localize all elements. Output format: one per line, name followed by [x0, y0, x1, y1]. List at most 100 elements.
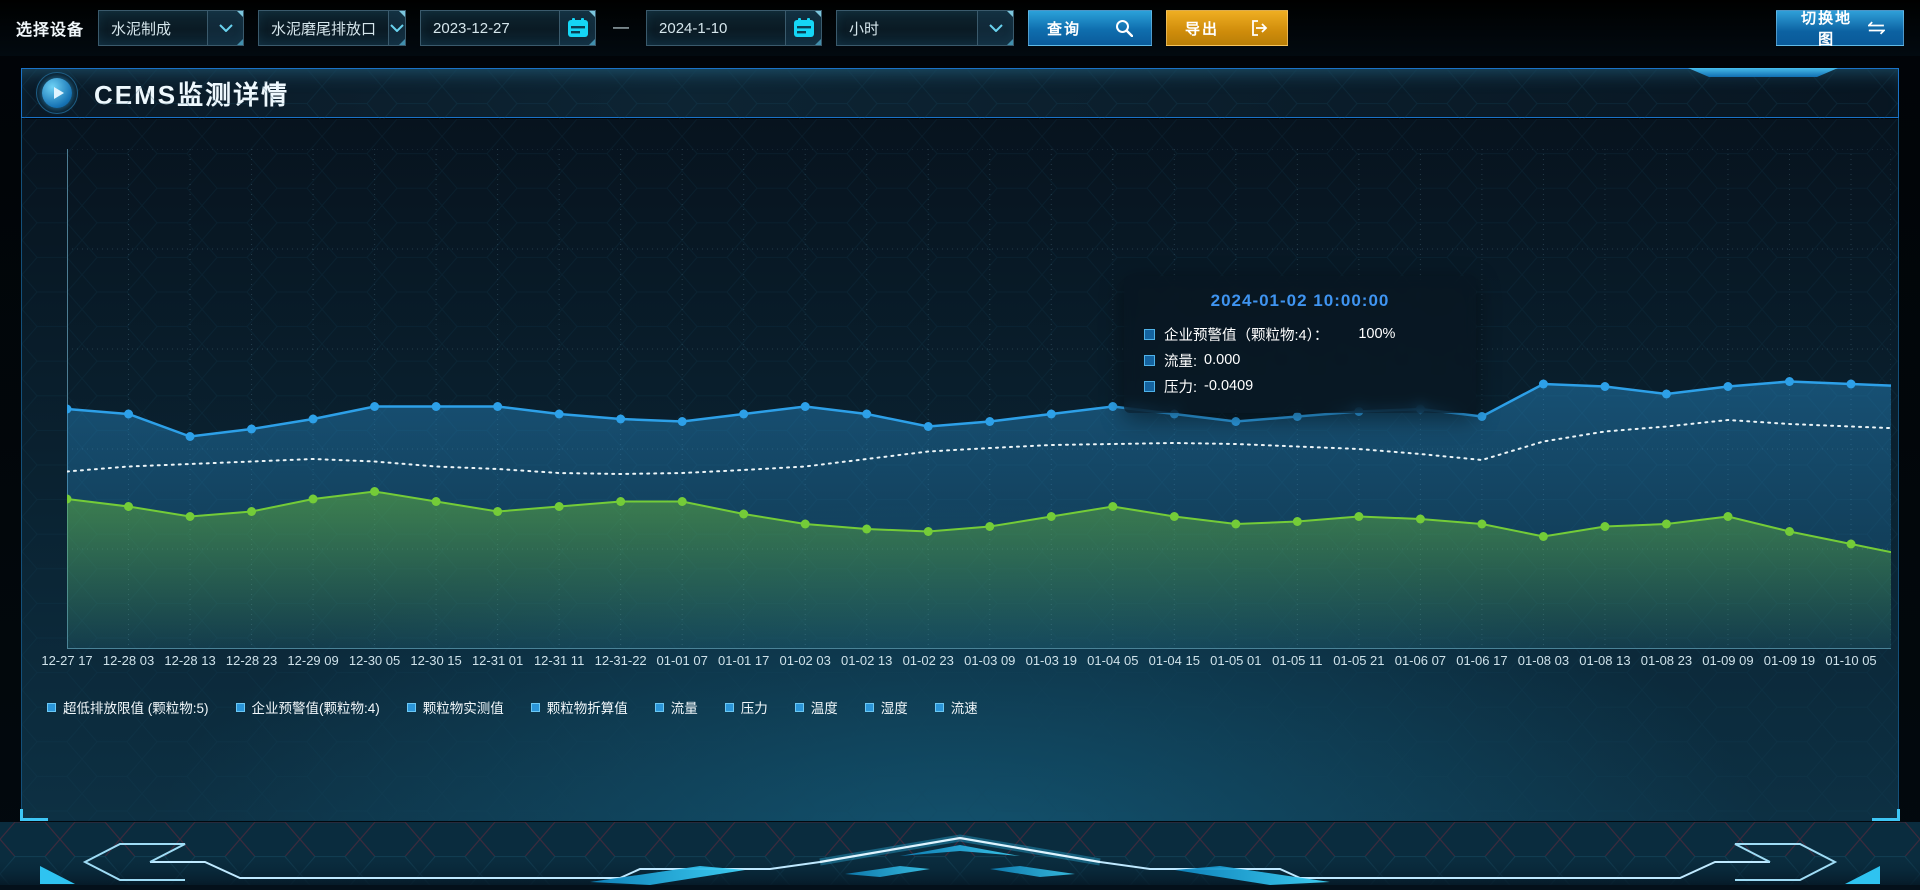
- x-axis-label: 12-28 23: [225, 653, 278, 668]
- x-axis-label: 12-29 09: [287, 653, 339, 668]
- chart-legend: 超低排放限值 (颗粒物:5) 企业预警值(颗粒物:4) 颗粒物实测值 颗粒物折算值 流量…: [47, 697, 978, 717]
- device-type-value: 水泥制成: [111, 20, 172, 38]
- device-select-label: 选择设备: [16, 22, 85, 39]
- header-notch-accent: [1688, 68, 1838, 77]
- tooltip-item: 压力: -0.0409: [1144, 373, 1456, 399]
- legend-item[interactable]: 温度: [794, 697, 838, 717]
- legend-item-label: 颗粒物折算值: [546, 701, 628, 716]
- legend-item[interactable]: 企业预警值(颗粒物:4): [235, 697, 380, 717]
- legend-item[interactable]: 流量: [654, 697, 698, 717]
- x-axis-label: 01-02 23: [902, 653, 954, 668]
- export-button-label: 导出: [1185, 20, 1220, 38]
- x-axis-label: 12-27 17: [41, 653, 93, 668]
- chart-panel-body: 12-27 17 12-28 03 12-28 13 12-28 23 12-29 09…: [22, 119, 1898, 821]
- panel-corner-left: [20, 809, 48, 821]
- interval-select[interactable]: 小时: [836, 10, 1015, 46]
- x-axis-label: 01-10 05: [1825, 653, 1877, 668]
- legend-marker-icon: [47, 702, 56, 712]
- chevron-down-icon[interactable]: [207, 11, 244, 45]
- chevron-down-icon[interactable]: [388, 11, 406, 45]
- x-axis-labels: 12-27 17 12-28 03 12-28 13 12-28 23 12-29 09…: [41, 653, 1891, 673]
- legend-item-label: 流量: [670, 701, 698, 716]
- legend-item-label: 湿度: [880, 701, 908, 716]
- legend-item-label: 流速: [950, 701, 978, 716]
- switch-map-button[interactable]: 切换地图: [1776, 10, 1904, 48]
- tooltip-item: 企业预警值（颗粒物:4）： 100%: [1144, 321, 1456, 347]
- device-type-select[interactable]: 水泥制成: [98, 10, 245, 46]
- legend-item[interactable]: 压力: [724, 697, 768, 717]
- export-button[interactable]: 导出: [1166, 10, 1289, 46]
- chevron-down-icon[interactable]: [977, 11, 1014, 45]
- x-axis-label: 01-05 21: [1333, 653, 1385, 668]
- x-axis-label: 01-04 15: [1148, 653, 1200, 668]
- x-axis-label: 12-30 05: [348, 653, 401, 668]
- series-marker-icon: [1144, 354, 1155, 366]
- tooltip-item-value: -0.0409: [1204, 378, 1254, 394]
- footer-decoration: [0, 822, 1920, 890]
- x-axis-label: 12-31 11: [533, 653, 585, 668]
- tooltip-item-label: 压力:: [1164, 379, 1198, 396]
- x-axis-label: 01-03 09: [964, 653, 1016, 668]
- series-marker-icon: [1144, 328, 1155, 340]
- legend-item-label: 超低排放限值 (颗粒物:5): [63, 701, 209, 716]
- panel-title: CEMS监测详情: [94, 79, 290, 110]
- date-range-separator: —: [613, 19, 630, 36]
- outlet-value: 水泥磨尾排放口: [271, 20, 377, 38]
- legend-item-label: 压力: [740, 701, 768, 716]
- panel-corner-right: [1872, 809, 1900, 821]
- legend-item[interactable]: 颗粒物实测值: [406, 697, 504, 717]
- calendar-icon[interactable]: [559, 11, 596, 45]
- switch-map-label: 切换地图: [1801, 10, 1853, 48]
- chart-tooltip: 2024-01-02 10:00:00 企业预警值（颗粒物:4）： 100% 流量:…: [1124, 276, 1476, 413]
- tooltip-item-label: 流量:: [1164, 353, 1198, 370]
- export-icon: [1252, 20, 1268, 36]
- x-axis-label: 01-06 17: [1456, 653, 1508, 668]
- x-axis-label: 01-06 07: [1394, 653, 1447, 668]
- end-date-picker[interactable]: 2024-1-10: [646, 10, 823, 46]
- x-axis-label: 12-28 03: [102, 653, 155, 668]
- start-date-value: 2023-12-27: [433, 19, 510, 37]
- x-axis-label: 01-08 23: [1640, 653, 1693, 668]
- start-date-picker[interactable]: 2023-12-27: [420, 10, 597, 46]
- x-axis-label: 12-31 01: [471, 653, 524, 668]
- series-marker-icon: [1144, 380, 1155, 392]
- legend-item[interactable]: 颗粒物折算值: [530, 697, 628, 717]
- cems-line-chart[interactable]: [62, 148, 1893, 649]
- play-icon[interactable]: [36, 72, 78, 114]
- legend-marker-icon: [794, 702, 804, 712]
- legend-item[interactable]: 流速: [934, 697, 978, 717]
- legend-item-label: 颗粒物实测值: [422, 701, 504, 716]
- legend-marker-icon: [724, 702, 734, 712]
- x-axis-label: 01-04 05: [1087, 653, 1139, 668]
- x-axis-label: 12-30 15: [410, 653, 462, 668]
- x-axis-label: 12-31-22: [594, 653, 647, 668]
- hex-pattern: [22, 69, 1898, 119]
- legend-item-label: 企业预警值(颗粒物:4): [251, 701, 380, 716]
- calendar-icon[interactable]: [785, 11, 822, 45]
- legend-marker-icon: [654, 702, 664, 712]
- x-axis-label: 01-08 13: [1579, 653, 1631, 668]
- legend-marker-icon: [934, 702, 944, 712]
- x-axis-label: 01-02 03: [779, 653, 831, 668]
- x-axis-label: 01-02 13: [841, 653, 893, 668]
- x-axis-label: 01-08 03: [1517, 653, 1570, 668]
- x-axis-label: 01-01 17: [718, 653, 770, 668]
- x-axis-label: 01-01 07: [656, 653, 708, 668]
- legend-marker-icon: [530, 702, 540, 712]
- x-axis-label: 01-09 09: [1702, 653, 1754, 668]
- tooltip-timestamp: 2024-01-02 10:00:00: [1210, 291, 1390, 310]
- legend-item[interactable]: 湿度: [864, 697, 908, 717]
- legend-marker-icon: [406, 702, 416, 712]
- outlet-select[interactable]: 水泥磨尾排放口: [258, 10, 407, 46]
- top-toolbar: 选择设备 水泥制成 水泥磨尾排放口 2023-12-27 — 2024-1-10: [0, 0, 1920, 56]
- legend-item-label: 温度: [810, 701, 838, 716]
- search-icon: [1116, 20, 1134, 37]
- end-date-value: 2024-1-10: [659, 19, 728, 37]
- legend-item[interactable]: 超低排放限值 (颗粒物:5): [47, 697, 209, 717]
- query-button-label: 查询: [1047, 20, 1082, 38]
- query-button[interactable]: 查询: [1028, 10, 1153, 46]
- swap-arrows-icon: [1868, 21, 1885, 35]
- x-axis-label: 01-03 19: [1025, 653, 1077, 668]
- x-axis-label: 01-09 19: [1763, 653, 1816, 668]
